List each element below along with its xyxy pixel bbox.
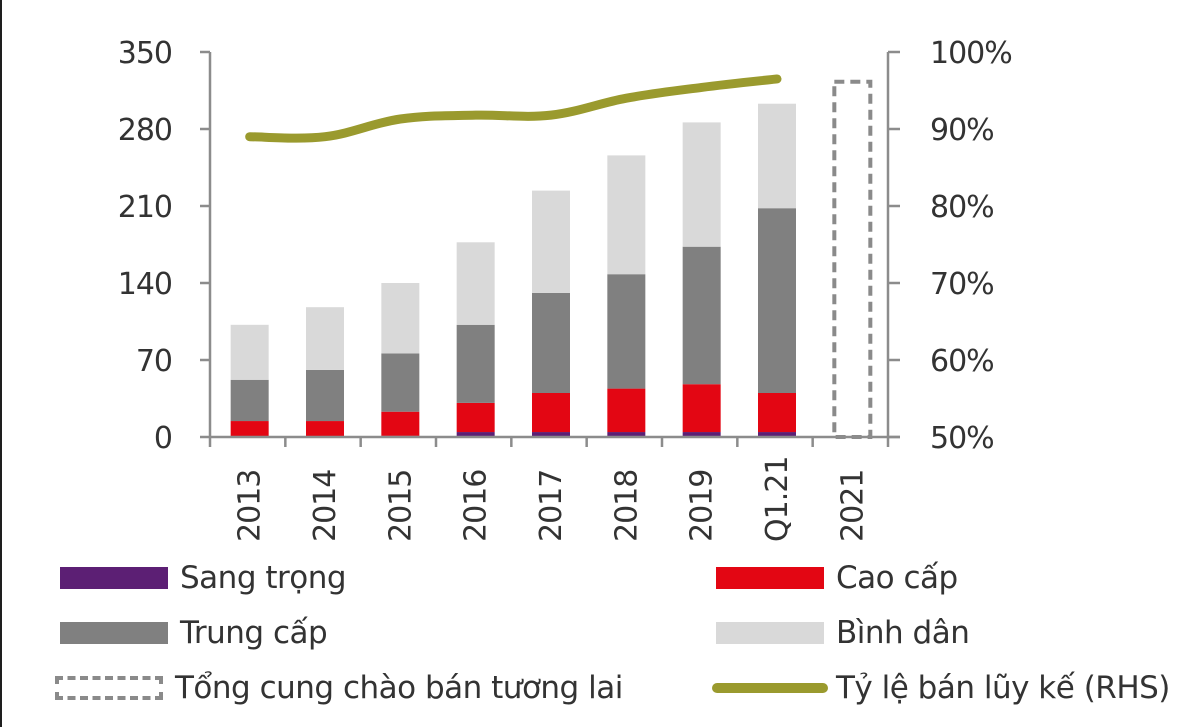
legend-item-sales-rate: Tỷ lệ bán lũy kế (RHS): [712, 665, 1170, 711]
x-axis-label: 2014: [308, 470, 343, 542]
left-axis-tick-label: 140: [118, 267, 172, 302]
legend-label: Tỷ lệ bán lũy kế (RHS): [836, 670, 1170, 706]
bar-segment: [758, 208, 796, 393]
bar-segment: [381, 353, 420, 412]
bar-segment: [682, 384, 721, 433]
x-axis-label: Q1.21: [760, 457, 795, 542]
bar-segment: [607, 155, 646, 275]
legend-label: Cao cấp: [836, 560, 958, 596]
bar-segment: [607, 388, 646, 433]
left-axis-tick-label: 280: [118, 113, 172, 148]
bar-segment: [381, 283, 420, 354]
bar-segment: [456, 402, 495, 433]
legend-swatch-line: [712, 683, 828, 693]
left-axis-tick-label: 70: [136, 344, 172, 379]
right-axis-tick-label: 50%: [930, 421, 994, 456]
x-axis-label: 2013: [233, 470, 268, 542]
x-axis-label: 2016: [459, 470, 494, 542]
bar-segment: [532, 190, 570, 293]
right-axis-tick-label: 100%: [930, 36, 1012, 71]
legend-item-binh-dan: Bình dân: [716, 610, 970, 656]
bar-segment: [682, 432, 721, 437]
legend-label: Bình dân: [836, 615, 970, 651]
future-supply-box: [832, 79, 873, 439]
x-axis-label: 2018: [609, 470, 644, 542]
left-axis-tick-label: 350: [118, 36, 172, 71]
left-axis-tick-label: 210: [118, 190, 172, 225]
legend-label: Trung cấp: [180, 615, 328, 651]
axis-labels: 0 70 140 210 280 350 50% 60% 70% 80% 90% 100% 2013 20…: [118, 36, 1013, 542]
sales-rate-line-path: [245, 74, 782, 143]
bar-segment: [607, 274, 646, 389]
bar-segment: [758, 103, 796, 209]
bar-segment: [230, 324, 269, 380]
legend-swatch-red: [716, 567, 824, 589]
bar-segment: [230, 379, 269, 422]
legend-swatch-purple: [60, 567, 168, 589]
legend-label: Tổng cung chào bán tương lai: [175, 670, 623, 706]
chart-plot-area: 0 70 140 210 280 350 50% 60% 70% 80% 90% 100% 2013 20…: [118, 36, 1013, 542]
stacked-bars: [230, 103, 796, 437]
bar-segment: [306, 369, 344, 422]
bar-segment: [532, 292, 570, 393]
left-axis-tick-label: 0: [154, 421, 172, 456]
bar-segment: [682, 122, 721, 247]
axes: [200, 50, 900, 447]
bar-segment: [607, 432, 646, 437]
x-axis-label: 2015: [383, 470, 418, 542]
bar-segment: [306, 307, 344, 370]
legend-swatch-dashed: [55, 676, 163, 700]
right-axis-tick-label: 60%: [930, 344, 994, 379]
right-axis-tick-label: 80%: [930, 190, 994, 225]
right-axis-tick-label: 90%: [930, 113, 994, 148]
bar-segment: [758, 432, 796, 437]
x-axis-label: 2021: [835, 470, 870, 542]
legend-label: Sang trọng: [180, 560, 347, 596]
x-axis-label: 2019: [685, 470, 720, 542]
legend-swatch-gray: [60, 622, 168, 644]
bar-segment: [381, 411, 420, 436]
bar-segment: [456, 432, 495, 437]
bar-segment: [230, 421, 269, 437]
legend-item-sang-trong: Sang trọng: [60, 555, 347, 601]
sales-rate-line: [245, 74, 782, 143]
future-supply-bar: [832, 79, 873, 439]
legend-swatch-light-gray: [716, 622, 824, 644]
bar-segment: [532, 393, 570, 433]
right-axis-tick-label: 70%: [930, 267, 994, 302]
bar-segment: [456, 242, 495, 325]
frame-border: [0, 0, 2, 727]
legend-item-cao-cap: Cao cấp: [716, 555, 958, 601]
bar-segment: [758, 393, 796, 433]
bar-segment: [532, 432, 570, 437]
legend: Sang trọng Trung cấp Tổng cung chào bán …: [0, 555, 1200, 727]
bar-segment: [456, 324, 495, 403]
legend-item-future-supply: Tổng cung chào bán tương lai: [55, 665, 623, 711]
bar-segment: [682, 246, 721, 385]
bar-segment: [306, 421, 344, 437]
x-axis-label: 2017: [534, 470, 569, 542]
legend-item-trung-cap: Trung cấp: [60, 610, 328, 656]
